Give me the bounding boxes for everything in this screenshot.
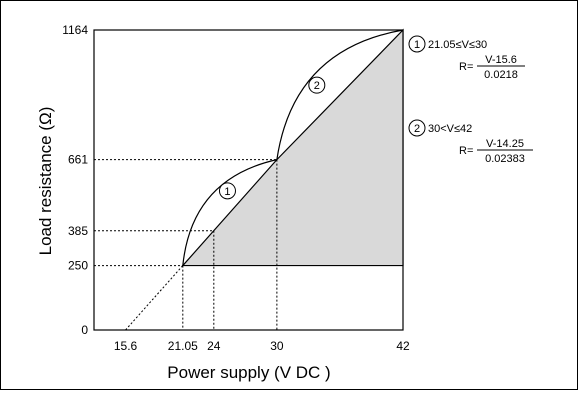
- y-tick-label-1: 250: [68, 259, 88, 273]
- annotation-2-marker: [408, 119, 426, 137]
- curve-1-label: 1: [224, 186, 230, 198]
- annotation-1-prefix: R=: [459, 61, 473, 73]
- x-tick-label-0: 15.6: [114, 339, 138, 353]
- annotation-1-denominator: 0.0218: [484, 69, 518, 81]
- annotation-1-number: 1: [414, 39, 420, 51]
- extension-line: [125, 265, 184, 331]
- annotation-2-numerator: V-14.25: [486, 138, 524, 150]
- curve-2-label: 2: [314, 80, 320, 92]
- x-tick-label-2: 24: [207, 339, 221, 353]
- annotation-1-marker: [408, 35, 426, 53]
- annotation-2-number: 2: [414, 123, 420, 135]
- x-axis-label: Power supply (V DC ): [167, 363, 330, 382]
- annotation-1-numerator: V-15.6: [485, 54, 517, 66]
- annotation-2-range: 30<V≤42: [428, 123, 472, 135]
- curve-1-marker: [218, 182, 236, 200]
- y-tick-label-2: 385: [68, 224, 88, 238]
- x-tick-label-3: 30: [270, 339, 284, 353]
- operating-region: [181, 28, 404, 267]
- x-tick-label-1: 21.05: [168, 339, 198, 353]
- curve-1: [182, 159, 278, 266]
- curve-2-marker: [308, 76, 326, 94]
- y-tick-label-4: 1164: [62, 23, 88, 37]
- annotation-1-range: 21.05≤V≤30: [428, 39, 487, 51]
- y-tick-label-3: 661: [68, 153, 88, 167]
- annotation-2-denominator: 0.02383: [485, 153, 525, 165]
- curve-2: [276, 29, 404, 160]
- x-tick-label-4: 42: [396, 339, 410, 353]
- y-tick-label-0: 0: [81, 323, 88, 337]
- y-axis-label: Load resistance (Ω): [36, 107, 55, 256]
- annotation-2-prefix: R=: [459, 145, 473, 157]
